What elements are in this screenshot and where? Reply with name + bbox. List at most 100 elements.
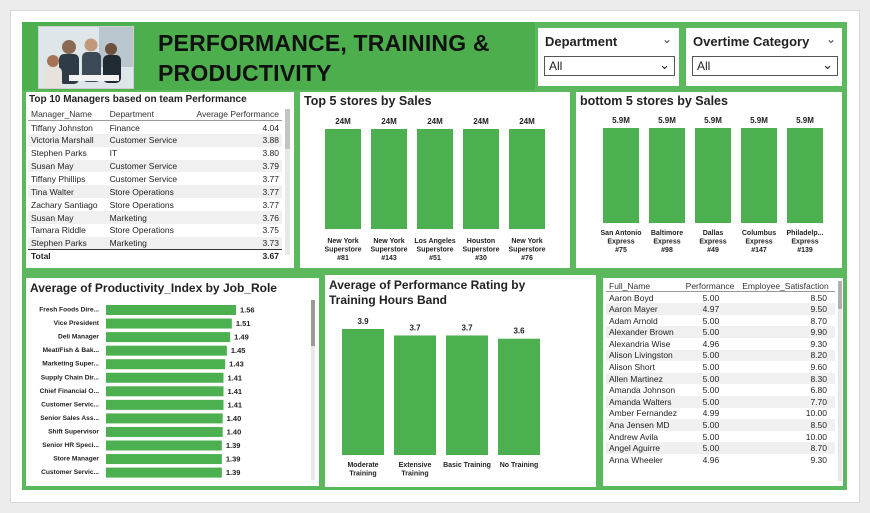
data-label: 24M xyxy=(473,117,489,126)
bar-1[interactable] xyxy=(106,318,232,329)
chevron-down-icon[interactable]: ⌄ xyxy=(662,32,673,46)
bar-3[interactable] xyxy=(463,129,499,229)
table-row[interactable]: Angel Aguirre 5.00 8.70 xyxy=(606,442,835,454)
category-label: #147 xyxy=(751,247,767,254)
category-label: Extensive xyxy=(399,462,432,469)
table-row[interactable]: Tiffany Phillips Customer Service 3.77 xyxy=(28,172,282,185)
bar-0[interactable] xyxy=(106,305,236,315)
bar-2[interactable] xyxy=(417,129,453,229)
column-header-full-name[interactable]: Full_Name xyxy=(606,280,683,293)
bar-2[interactable] xyxy=(446,335,488,455)
avg-performance-cell: 3.77 xyxy=(262,173,279,184)
satisfaction-cell: 8.70 xyxy=(810,315,827,326)
table-row[interactable]: Aaron Boyd 5.00 8.50 xyxy=(606,292,835,304)
scrollbar-thumb[interactable] xyxy=(838,281,842,309)
bar-11[interactable] xyxy=(106,454,222,465)
table-row[interactable]: Tina Walter Store Operations 3.77 xyxy=(28,185,282,199)
column-header-department[interactable]: Department xyxy=(106,108,187,122)
table-row[interactable]: Anna Wheeler 4.96 9.30 xyxy=(606,454,835,466)
bar-5[interactable] xyxy=(106,372,224,383)
chevron-down-icon[interactable]: ⌄ xyxy=(826,32,837,46)
table-row[interactable]: Tamara Riddle Store Operations 3.75 xyxy=(28,224,282,237)
table-row[interactable]: Amber Fernandez 4.99 10.00 xyxy=(606,408,835,420)
bar-2[interactable] xyxy=(695,128,731,223)
top5-panel: Top 5 stores by Sales 24M New York Superst… xyxy=(300,92,570,268)
bar-3[interactable] xyxy=(498,338,540,455)
category-label: Vice President xyxy=(54,320,100,327)
column-header-manager[interactable]: Manager_Name xyxy=(28,108,107,122)
table-row[interactable]: Alison Short 5.00 9.60 xyxy=(606,361,835,373)
overtime-slicer: Overtime Category ⌄ All ⌄ xyxy=(686,28,842,86)
category-label: Moderate xyxy=(347,462,378,469)
satisfaction-cell: 9.60 xyxy=(810,361,827,372)
performance-cell: 5.00 xyxy=(682,442,740,454)
table-row[interactable]: Victoria Marshall Customer Service 3.88 xyxy=(28,133,282,147)
total-spacer xyxy=(106,249,187,263)
bar-0[interactable] xyxy=(325,129,361,229)
department-dropdown[interactable]: All ⌄ xyxy=(544,56,675,76)
category-label: Training xyxy=(349,471,376,478)
table-row[interactable]: Amanda Walters 5.00 7.70 xyxy=(606,395,835,408)
bar-4[interactable] xyxy=(106,359,226,370)
category-label: Training xyxy=(401,471,428,478)
table-row[interactable]: Zachary Santiago Store Operations 3.77 xyxy=(28,198,282,211)
satisfaction-cell: 9.30 xyxy=(810,454,827,465)
scrollbar-thumb[interactable] xyxy=(311,300,315,346)
manager-name-cell: Tina Walter xyxy=(28,185,107,199)
total-value: 3.67 xyxy=(186,249,282,263)
table-row[interactable]: Ana Jensen MD 5.00 8.50 xyxy=(606,419,835,431)
table-row[interactable]: Alison Livingston 5.00 8.20 xyxy=(606,349,835,362)
table-row[interactable]: Stephen Parks IT 3.80 xyxy=(28,147,282,160)
category-label: Senior Sales Ass... xyxy=(40,415,99,422)
category-label: Superstore xyxy=(509,247,546,254)
bar-4[interactable] xyxy=(509,129,545,229)
category-label: #51 xyxy=(429,255,441,262)
managers-scrollbar[interactable] xyxy=(285,109,290,255)
table-row[interactable]: Tiffany Johnston Finance 4.04 xyxy=(28,121,282,134)
scrollbar-thumb[interactable] xyxy=(285,109,290,149)
column-header-satisfaction[interactable]: Employee_Satisfaction xyxy=(739,280,835,293)
bar-9[interactable] xyxy=(106,426,223,437)
bar-3[interactable] xyxy=(741,128,777,223)
full-name-cell: Anna Wheeler xyxy=(609,454,663,465)
manager-name-cell: Stephen Parks xyxy=(28,236,107,250)
bar-8[interactable] xyxy=(106,413,223,424)
bar-2[interactable] xyxy=(106,332,231,343)
table-row[interactable]: Aaron Mayer 4.97 9.50 xyxy=(606,303,835,315)
bar-6[interactable] xyxy=(106,386,224,397)
table-row[interactable]: Susan May Marketing 3.76 xyxy=(28,211,282,225)
table-row[interactable]: Alexandria Wise 4.96 9.30 xyxy=(606,338,835,350)
table-row[interactable]: Adam Arnold 5.00 8.70 xyxy=(606,315,835,327)
bar-0[interactable] xyxy=(603,128,639,223)
bar-0[interactable] xyxy=(342,329,384,455)
bar-10[interactable] xyxy=(106,440,222,451)
employees-scrollbar[interactable] xyxy=(838,281,842,481)
table-row[interactable]: Alexander Brown 5.00 9.90 xyxy=(606,326,835,338)
data-label: 1.39 xyxy=(226,468,241,477)
full-name-cell: Aaron Mayer xyxy=(606,303,683,315)
avg-performance-cell: 3.73 xyxy=(186,236,282,250)
table-row[interactable]: Allen Martinez 5.00 8.30 xyxy=(606,372,835,385)
data-label: 1.39 xyxy=(226,441,241,450)
category-label: Basic Training xyxy=(443,462,491,469)
table-row[interactable]: Susan May Customer Service 3.79 xyxy=(28,159,282,173)
overtime-dropdown[interactable]: All ⌄ xyxy=(692,56,838,76)
bar-4[interactable] xyxy=(787,128,823,223)
bar-7[interactable] xyxy=(106,399,224,410)
manager-name-cell: Tiffany Phillips xyxy=(31,173,86,184)
bar-1[interactable] xyxy=(371,129,407,229)
bar-1[interactable] xyxy=(394,335,436,455)
column-header-avg-performance[interactable]: Average Performance xyxy=(186,108,282,122)
department-cell: Store Operations xyxy=(109,199,174,210)
table-row[interactable]: Stephen Parks Marketing 3.73 xyxy=(28,236,282,250)
bar-1[interactable] xyxy=(649,128,685,223)
column-header-performance[interactable]: Performance xyxy=(682,280,740,293)
bar-3[interactable] xyxy=(106,345,227,356)
table-row[interactable]: Amanda Johnson 5.00 6.80 xyxy=(606,384,835,396)
productivity-scrollbar[interactable] xyxy=(311,300,315,480)
avg-performance-cell: 3.77 xyxy=(186,185,282,199)
page-title-line1: PERFORMANCE, TRAINING & xyxy=(158,30,490,56)
bar-12[interactable] xyxy=(106,467,222,478)
table-row[interactable]: Andrew Avila 5.00 10.00 xyxy=(606,431,835,443)
